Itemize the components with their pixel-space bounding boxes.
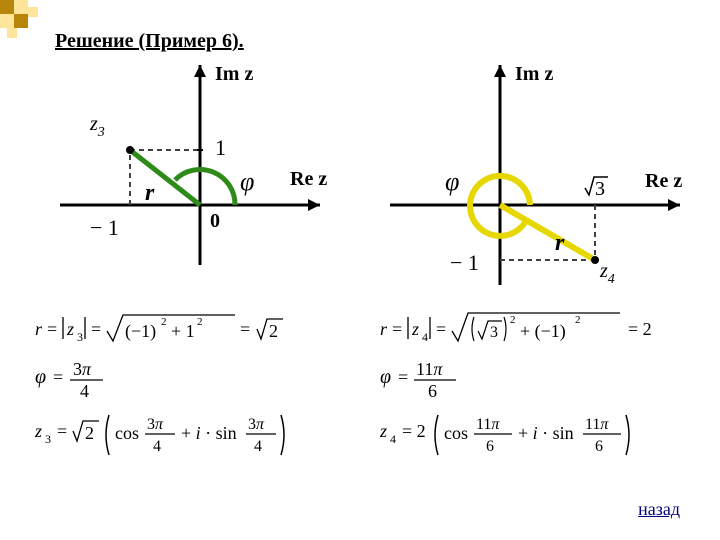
svg-text:=: = bbox=[436, 319, 446, 339]
right-z-formula: z 4 = 2 cos 11π 6 + i · sin 11π 6 bbox=[379, 415, 629, 455]
svg-text:6: 6 bbox=[428, 381, 437, 401]
svg-text:cos: cos bbox=[444, 423, 468, 443]
page-title: Решение (Пример 6). bbox=[55, 30, 244, 53]
right-phi-label: φ bbox=[445, 167, 459, 196]
svg-text:+ (−1): + (−1) bbox=[520, 321, 566, 342]
svg-text:3: 3 bbox=[595, 178, 605, 200]
svg-text:z: z bbox=[34, 421, 42, 441]
svg-text:3: 3 bbox=[77, 330, 83, 344]
svg-text:11π: 11π bbox=[476, 416, 500, 433]
left-origin: 0 bbox=[210, 210, 220, 232]
svg-text:3π: 3π bbox=[73, 359, 92, 379]
left-phi-formula: φ = 3π 4 bbox=[35, 359, 103, 401]
svg-text:=: = bbox=[47, 319, 57, 339]
left-z-formula: z 3 = 2 cos 3π 4 + i · sin 3π 4 bbox=[34, 415, 284, 455]
svg-text:11π: 11π bbox=[585, 416, 609, 433]
title-plain: (Пример 6). bbox=[139, 30, 244, 52]
title-underlined: Решение bbox=[55, 30, 139, 52]
svg-text:4: 4 bbox=[80, 381, 89, 401]
svg-text:(−1): (−1) bbox=[125, 321, 156, 342]
corner-decoration bbox=[0, 0, 60, 40]
left-radius-line bbox=[130, 150, 200, 205]
svg-text:2: 2 bbox=[197, 316, 203, 328]
svg-text:=: = bbox=[91, 319, 101, 339]
svg-text:+ i · sin: + i · sin bbox=[518, 423, 574, 443]
svg-text:2: 2 bbox=[510, 314, 516, 326]
svg-text:=: = bbox=[398, 367, 408, 387]
right-x-tick: 3 bbox=[585, 177, 608, 200]
svg-text:11π: 11π bbox=[416, 359, 443, 379]
svg-text:3π: 3π bbox=[147, 416, 164, 433]
right-point-z4 bbox=[591, 256, 599, 264]
svg-text:φ: φ bbox=[380, 366, 391, 388]
svg-text:6: 6 bbox=[595, 438, 603, 455]
right-r-formula: r = z 4 = 3 2 + (−1) 2 = 2 bbox=[380, 313, 652, 344]
svg-text:+ 1: + 1 bbox=[171, 321, 195, 341]
right-im-label: Im z bbox=[515, 63, 553, 85]
right-y-tick: − 1 bbox=[450, 250, 479, 275]
left-r-formula: r = z 3 = (−1) 2 + 1 2 = 2 bbox=[35, 315, 283, 344]
svg-text:=: = bbox=[240, 319, 250, 339]
diagrams-and-formulas: Im z Re z z3 1 − 1 0 r φ Im z Re z bbox=[20, 55, 700, 495]
svg-text:+ i · sin: + i · sin bbox=[181, 423, 237, 443]
svg-text:cos: cos bbox=[115, 423, 139, 443]
svg-text:3: 3 bbox=[45, 432, 51, 446]
right-graph: Im z Re z φ 3 − 1 r z4 bbox=[390, 63, 682, 287]
svg-text:r: r bbox=[380, 319, 388, 339]
right-r-label: r bbox=[555, 230, 565, 256]
right-formulas: r = z 4 = 3 2 + (−1) 2 = 2 φ = 11π 6 z bbox=[379, 313, 652, 455]
svg-text:4: 4 bbox=[422, 330, 428, 344]
svg-text:2: 2 bbox=[269, 321, 278, 341]
svg-text:φ: φ bbox=[35, 366, 46, 388]
svg-text:r: r bbox=[35, 319, 43, 339]
right-phi-formula: φ = 11π 6 bbox=[380, 359, 456, 401]
svg-text:z: z bbox=[379, 421, 387, 441]
left-angle-arc bbox=[175, 169, 235, 205]
right-z-label: z4 bbox=[599, 260, 615, 287]
left-z-label: z3 bbox=[89, 113, 105, 140]
svg-text:z: z bbox=[66, 319, 74, 339]
svg-text:2: 2 bbox=[575, 314, 581, 326]
left-re-label: Re z bbox=[290, 168, 327, 190]
back-link[interactable]: назад bbox=[638, 499, 680, 520]
left-r-label: r bbox=[145, 180, 155, 206]
left-y-tick: 1 bbox=[215, 135, 226, 160]
svg-text:3π: 3π bbox=[248, 416, 265, 433]
svg-text:=: = bbox=[53, 367, 63, 387]
svg-text:= 2: = 2 bbox=[628, 319, 652, 339]
left-graph: Im z Re z z3 1 − 1 0 r φ bbox=[60, 63, 327, 265]
left-x-tick: − 1 bbox=[90, 215, 119, 240]
left-im-label: Im z bbox=[215, 63, 253, 85]
svg-text:6: 6 bbox=[486, 438, 494, 455]
content-area: Im z Re z z3 1 − 1 0 r φ Im z Re z bbox=[20, 55, 700, 500]
svg-text:4: 4 bbox=[153, 438, 161, 455]
svg-text:=: = bbox=[392, 319, 402, 339]
svg-text:=: = bbox=[57, 421, 67, 441]
left-point-z3 bbox=[126, 146, 134, 154]
svg-text:3: 3 bbox=[490, 324, 498, 341]
svg-text:2: 2 bbox=[161, 316, 167, 328]
right-re-label: Re z bbox=[645, 170, 682, 192]
svg-text:z: z bbox=[411, 319, 419, 339]
svg-text:2: 2 bbox=[85, 423, 94, 443]
svg-text:4: 4 bbox=[390, 432, 396, 446]
left-formulas: r = z 3 = (−1) 2 + 1 2 = 2 φ = 3π 4 z bbox=[34, 315, 284, 455]
svg-text:= 2: = 2 bbox=[402, 421, 426, 441]
svg-text:4: 4 bbox=[254, 438, 262, 455]
left-phi-label: φ bbox=[240, 167, 254, 196]
